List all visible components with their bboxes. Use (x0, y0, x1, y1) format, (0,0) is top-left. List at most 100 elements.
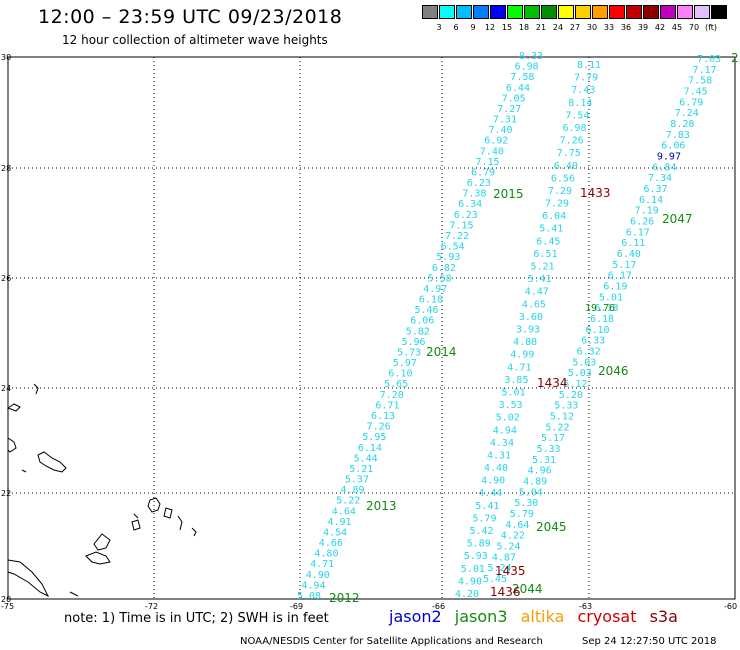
lat-label-20: 20 (1, 595, 11, 604)
swh-value: 5.01 (502, 388, 526, 399)
swh-value: 5.65 (384, 379, 408, 390)
color-swatch (711, 5, 727, 19)
swh-value: 4.90 (458, 576, 482, 587)
swh-value: 4.47 (525, 287, 549, 298)
swh-value: 4.44 (478, 488, 502, 499)
color-scale-label: 30 (586, 23, 598, 32)
color-swatch (643, 5, 659, 19)
swh-value: 4.94 (301, 580, 325, 591)
swh-value: 4.64 (332, 506, 356, 517)
swh-value: 4.89 (523, 477, 547, 488)
swh-value: 7.83 (666, 130, 690, 141)
swh-value: 6.37 (644, 184, 668, 195)
swh-value: 5.33 (554, 401, 578, 412)
swh-value: 5.82 (406, 326, 430, 337)
note-text: note: 1) Time is in UTC; 2) SWH is in fe… (64, 611, 329, 626)
swh-value: 6.18 (590, 314, 614, 325)
lat-label-22: 22 (1, 489, 11, 498)
swh-value: 7.31 (493, 115, 517, 126)
pass-label-2047: 2047 (662, 212, 693, 226)
swh-value: 4.66 (319, 538, 343, 549)
swh-value: 4.94 (493, 425, 517, 436)
pass-label-2046: 2046 (598, 364, 629, 378)
color-swatch (524, 5, 540, 19)
longitude-labels: -75 -72 -69 -66 -63 -60 (1, 602, 737, 611)
lat-label-28: 28 (1, 164, 11, 173)
swh-value: 8.11 (577, 60, 601, 71)
swh-value: 5.73 (397, 348, 421, 359)
swh-value: 7.38 (462, 189, 486, 200)
page-title: 12:00 – 23:59 UTC 09/23/2018 (38, 6, 343, 28)
swh-value: 5.33 (537, 444, 561, 455)
swh-value: 6.92 (484, 136, 508, 147)
swh-value: 4.31 (487, 451, 511, 462)
map-grid (8, 57, 735, 599)
swh-value: 8.33 (519, 51, 543, 62)
swh-value: 6.79 (679, 97, 703, 108)
swh-value: 5.03 (572, 357, 596, 368)
color-swatch (490, 5, 506, 19)
swh-value: 7.58 (688, 76, 712, 87)
legend-jason2: jason2 (389, 607, 442, 626)
color-scale-label: 6 (453, 23, 459, 32)
swh-value: 6.18 (595, 303, 619, 314)
swh-value: 4.34 (490, 438, 514, 449)
swh-value: 4.64 (505, 520, 529, 531)
color-scale-label: 21 (535, 23, 547, 32)
color-scale-label: 42 (654, 23, 666, 32)
swh-value: 7.43 (571, 85, 595, 96)
swh-value: 5.44 (354, 453, 378, 464)
swh-value: 5.12 (550, 412, 574, 423)
lat-label-26: 26 (1, 274, 11, 283)
color-scale-label: 9 (470, 23, 476, 32)
swh-value: 8.28 (670, 119, 694, 130)
page-subtitle: 12 hour collection of altimeter wave hei… (62, 33, 328, 47)
swh-value: 6.54 (441, 242, 465, 253)
swh-value: 5.02 (496, 413, 520, 424)
swh-value: 4.71 (507, 362, 531, 373)
color-scale-label: (ft) (704, 23, 718, 32)
swh-value: 6.04 (542, 211, 566, 222)
swh-value: 5.22 (336, 496, 360, 507)
color-scale-label: 45 (671, 23, 683, 32)
color-scale-label: 27 (569, 23, 581, 32)
swh-value: 6.56 (551, 173, 575, 184)
color-scale-label: 18 (518, 23, 530, 32)
swh-value: 5.31 (532, 455, 556, 466)
color-scale-label: 70 (688, 23, 700, 32)
color-swatch (609, 5, 625, 19)
swh-value: 4.40 (484, 463, 508, 474)
swh-value: 5.22 (545, 422, 569, 433)
lon-label-72: -72 (145, 602, 158, 611)
swh-value: 6.10 (388, 369, 412, 380)
swh-value: 5.93 (436, 252, 460, 263)
swh-value: 7.75 (557, 148, 581, 159)
swh-value: 5.01 (461, 564, 485, 575)
swh-value: 7.05 (502, 93, 526, 104)
color-swatch (456, 5, 472, 19)
swh-value: 5.03 (568, 368, 592, 379)
legend-altika: altika (520, 607, 565, 626)
swh-value: 5.08 (297, 591, 321, 602)
swh-value: 4.71 (310, 559, 334, 570)
swh-value: 7.26 (560, 136, 584, 147)
swh-value: 6.17 (626, 227, 650, 238)
swh-value: 6.18 (419, 295, 443, 306)
swh-value: 6.23 (467, 178, 491, 189)
swh-value: 5.79 (472, 513, 496, 524)
swh-value: 7.20 (380, 390, 404, 401)
swh-value: 8.14 (568, 98, 592, 109)
swh-value: 5.37 (345, 475, 369, 486)
swh-value: 5.17 (612, 260, 636, 271)
swh-value: 5.21 (349, 464, 373, 475)
swh-value: 3.60 (519, 312, 543, 323)
swh-value: 7.24 (675, 108, 699, 119)
swh-value: 7.26 (367, 422, 391, 433)
latitude-labels: 30 28 26 24 22 20 (1, 53, 11, 604)
swh-value: 6.06 (661, 141, 685, 152)
color-swatch (541, 5, 557, 19)
swh-value: 7.17 (693, 65, 717, 76)
swh-value: 4.80 (314, 549, 338, 560)
swh-value: 5.41 (475, 501, 499, 512)
